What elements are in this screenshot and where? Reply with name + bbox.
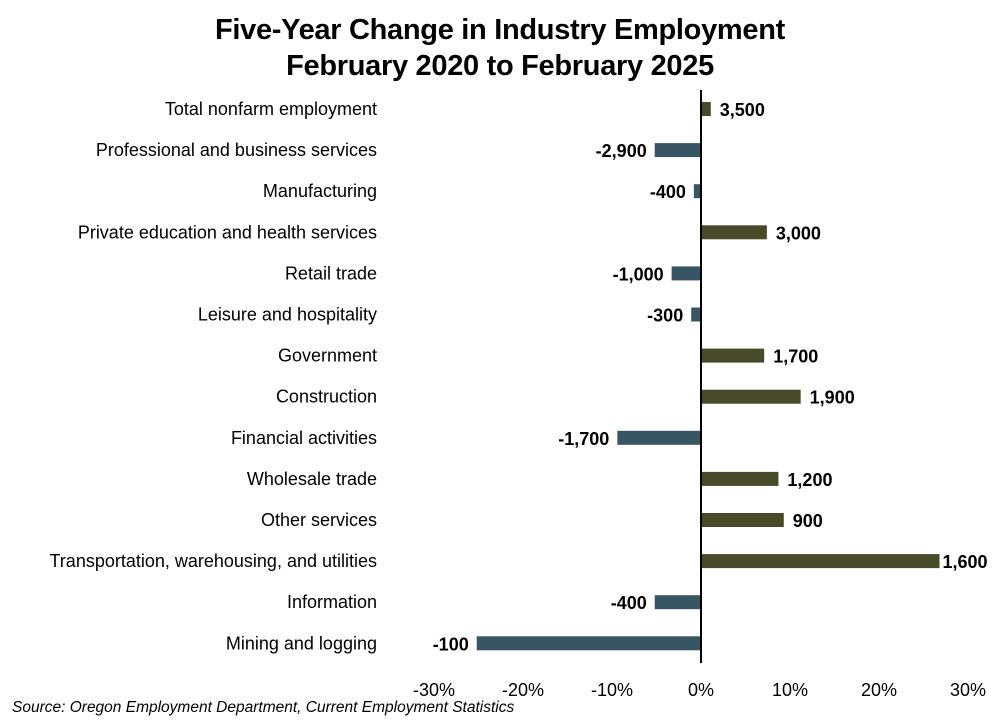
category-label: Financial activities [231,428,377,448]
data-label: -300 [647,306,683,326]
bar [701,348,765,363]
category-label: Wholesale trade [247,469,377,489]
x-tick-label: 30% [950,680,986,700]
source-note: Source: Oregon Employment Department, Cu… [12,699,515,716]
category-label: Retail trade [285,263,377,283]
data-label: -2,900 [596,141,647,161]
category-label: Information [287,592,377,612]
data-label: 900 [793,511,823,531]
bar [671,266,701,281]
data-label: -400 [650,182,686,202]
bar [693,184,701,199]
bar [701,513,784,527]
category-label: Leisure and hospitality [198,305,377,325]
bar [476,636,701,651]
data-label: 1,600 [943,552,988,572]
bar [691,307,701,322]
category-label: Manufacturing [263,181,377,201]
bar [617,430,701,445]
bar [701,389,801,404]
data-label: 3,500 [720,100,765,120]
bar [654,595,701,610]
data-label: 3,000 [776,223,821,243]
category-label: Other services [261,510,377,530]
category-label: Total nonfarm employment [165,99,377,119]
category-label: Government [278,346,377,366]
category-label: Construction [276,387,377,407]
data-label: -400 [611,593,647,613]
data-label: -100 [433,634,469,654]
x-tick-label: -10% [591,680,633,700]
bar [701,225,767,240]
x-tick-label: 10% [772,680,808,700]
chart-title: Five-Year Change in Industry Employment [214,14,786,46]
category-label: Private education and health services [78,222,377,242]
data-label: 1,700 [773,347,818,367]
x-tick-label: 20% [861,680,897,700]
x-tick-label: -20% [502,680,544,700]
bar [701,102,711,116]
data-label: -1,000 [613,264,664,284]
data-label: -1,700 [558,429,609,449]
category-label: Mining and logging [226,633,377,653]
chart-subtitle: February 2020 to February 2025 [286,50,714,82]
data-label: 1,200 [787,470,832,490]
bar [701,471,779,486]
data-label: 1,900 [810,388,855,408]
x-tick-label: -30% [413,680,455,700]
bar [701,554,940,569]
category-label: Professional and business services [96,140,377,160]
category-label: Transportation, warehousing, and utiliti… [49,551,377,571]
bar [654,143,701,158]
x-tick-label: 0% [688,680,714,700]
